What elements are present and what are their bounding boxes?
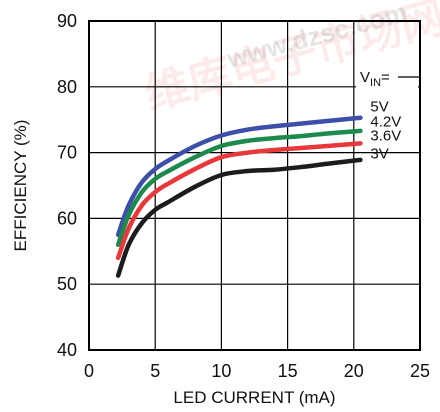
series-label: 4.2V bbox=[370, 113, 401, 130]
x-tick-label: 10 bbox=[211, 361, 231, 381]
y-tick-label: 40 bbox=[57, 340, 77, 360]
x-tick-label: 5 bbox=[150, 361, 160, 381]
series-lines bbox=[115, 115, 363, 278]
legend-title-sub: IN bbox=[370, 77, 381, 89]
legend-title-suffix: = bbox=[381, 69, 390, 86]
series-label: 3.6V bbox=[370, 127, 401, 144]
legend: VIN= bbox=[356, 64, 420, 90]
series-label: 5V bbox=[370, 99, 388, 116]
ticks: 0 5 10 15 20 25 40 50 60 70 80 90 bbox=[57, 11, 430, 381]
x-tick-label: 20 bbox=[344, 361, 364, 381]
plot-frame bbox=[88, 20, 421, 351]
legend-title-main: V bbox=[360, 69, 370, 86]
series-line-3-6v bbox=[115, 141, 363, 261]
y-tick-label: 80 bbox=[57, 77, 77, 97]
y-tick-label: 70 bbox=[57, 143, 77, 163]
y-axis-title: EFFICIENCY (%) bbox=[11, 120, 30, 252]
series-label: 3V bbox=[370, 145, 388, 162]
x-tick-label: 0 bbox=[84, 361, 94, 381]
y-tick-label: 50 bbox=[57, 274, 77, 294]
watermark: 维库电子市场网 www.dzsc.com bbox=[140, 0, 440, 120]
x-tick-label: 15 bbox=[278, 361, 298, 381]
series-line-5v bbox=[115, 115, 363, 238]
x-axis-title: LED CURRENT (mA) bbox=[173, 388, 335, 407]
y-tick-label: 90 bbox=[57, 11, 77, 31]
x-tick-label: 25 bbox=[410, 361, 430, 381]
series-line-4-2v bbox=[115, 128, 363, 247]
series-line-3v bbox=[115, 157, 363, 278]
y-tick-label: 60 bbox=[57, 208, 77, 228]
legend-title: VIN= bbox=[360, 69, 390, 89]
